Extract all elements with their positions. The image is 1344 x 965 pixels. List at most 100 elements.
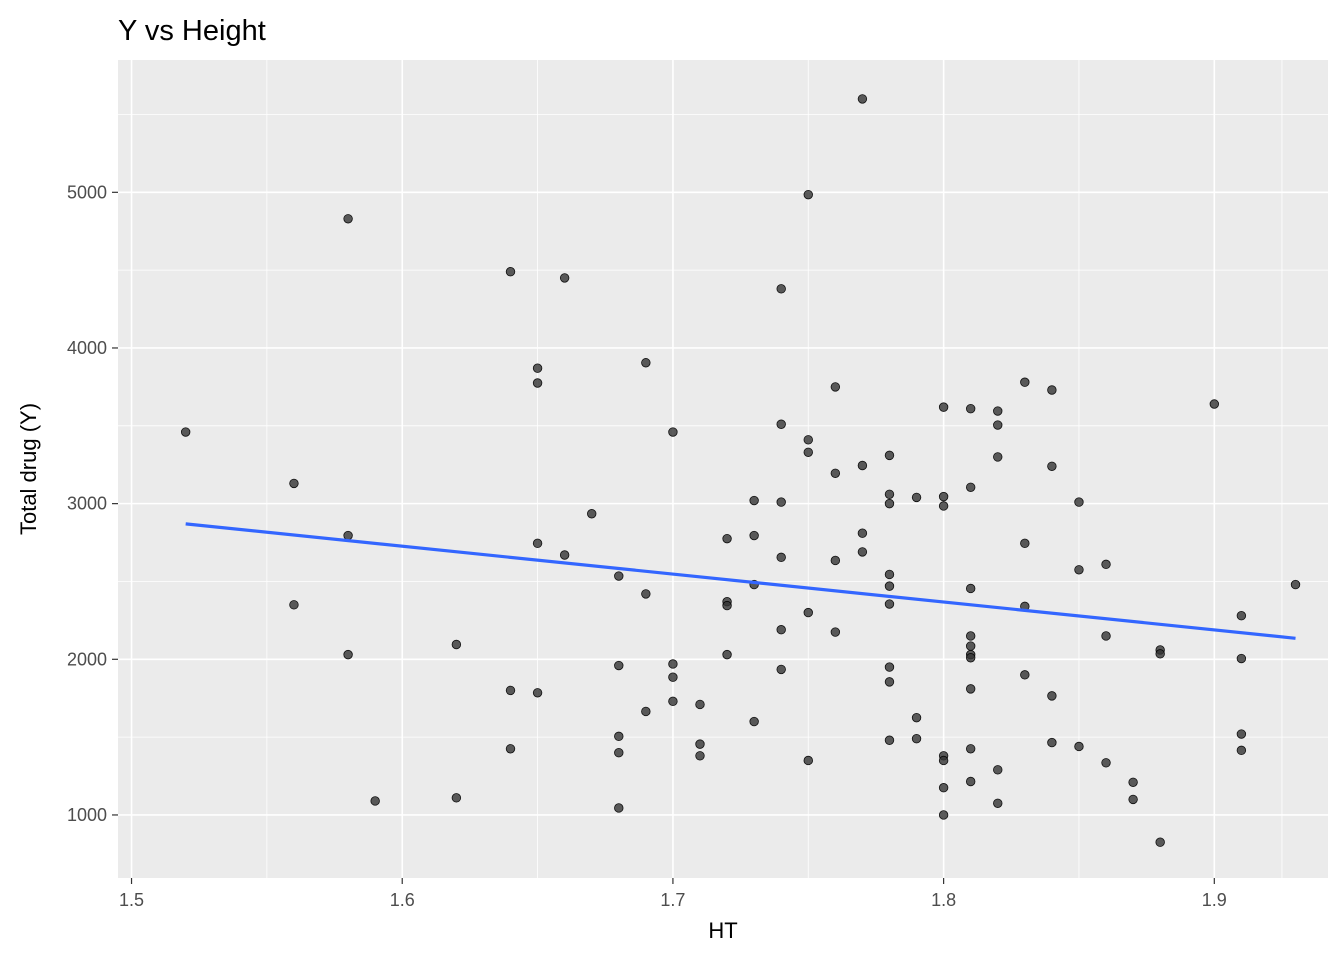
data-point (668, 696, 678, 707)
data-point (559, 273, 570, 283)
data-point (370, 796, 380, 806)
data-point (993, 406, 1003, 416)
data-point (776, 625, 786, 635)
data-point (1101, 758, 1111, 768)
data-point (803, 755, 813, 766)
x-tick-label: 1.6 (390, 890, 415, 910)
x-tick-label: 1.5 (119, 890, 144, 910)
data-point (722, 533, 732, 544)
data-point (505, 685, 516, 696)
y-tick-label: 5000 (67, 182, 107, 202)
data-point (965, 403, 976, 414)
data-point (884, 662, 895, 672)
data-point (559, 550, 570, 560)
data-point (830, 468, 841, 478)
data-points (180, 94, 1301, 847)
data-point (1074, 497, 1084, 507)
data-point (884, 489, 895, 499)
data-point (1155, 649, 1165, 659)
data-point (1155, 837, 1165, 847)
data-point (830, 627, 841, 637)
data-point (1236, 745, 1247, 756)
data-point (1047, 691, 1057, 701)
data-point (1209, 399, 1220, 409)
data-point (776, 664, 786, 675)
data-point (857, 94, 868, 104)
data-point (343, 530, 353, 541)
data-point (1020, 670, 1030, 680)
data-point (749, 716, 759, 727)
data-point (1290, 579, 1301, 590)
data-point (749, 530, 759, 541)
trend-line-layer (185, 522, 1296, 640)
y-tick-label: 4000 (67, 338, 107, 358)
data-point (857, 528, 868, 538)
x-axis: 1.5 1.6 1.7 1.8 1.9 (119, 878, 1227, 910)
y-tick-label: 2000 (67, 649, 107, 669)
data-point (911, 733, 922, 744)
data-point (668, 659, 678, 669)
data-point (911, 492, 922, 503)
data-point (1047, 737, 1057, 748)
data-point (803, 189, 813, 200)
data-point (614, 731, 624, 742)
data-point (614, 571, 624, 581)
y-tick-label: 3000 (67, 494, 107, 514)
x-tick-label: 1.7 (660, 890, 685, 910)
y-tick-label: 1000 (67, 805, 107, 825)
data-point (343, 214, 353, 224)
data-point (776, 419, 786, 429)
data-point (830, 382, 841, 392)
data-point (884, 498, 895, 509)
data-point (641, 589, 651, 599)
data-point (180, 427, 191, 437)
x-axis-title: HT (708, 918, 737, 943)
data-point (451, 639, 462, 650)
data-point (965, 744, 976, 754)
data-point (532, 688, 543, 698)
data-point (587, 509, 597, 519)
data-point (505, 744, 516, 754)
data-point (451, 793, 462, 803)
data-point (803, 435, 813, 445)
data-point (938, 501, 949, 511)
data-point (803, 447, 813, 457)
data-point (993, 765, 1003, 775)
data-point (993, 452, 1003, 462)
data-point (614, 747, 624, 758)
data-point (1128, 777, 1138, 787)
plot-panel (118, 60, 1328, 878)
data-point (911, 712, 922, 723)
x-tick-label: 1.8 (931, 890, 956, 910)
data-point (641, 706, 651, 717)
data-point (722, 649, 732, 660)
data-point (1074, 565, 1084, 575)
data-point (695, 751, 705, 761)
chart-title: Y vs Height (118, 15, 266, 47)
data-point (289, 600, 299, 610)
data-point (668, 672, 678, 682)
data-point (884, 599, 895, 609)
data-point (1128, 794, 1138, 805)
data-point (1236, 653, 1247, 664)
data-point (532, 538, 543, 549)
data-point (965, 653, 976, 663)
data-point (1047, 385, 1057, 395)
data-point (695, 699, 705, 710)
data-point (614, 660, 624, 671)
data-point (532, 363, 543, 373)
data-point (1236, 611, 1247, 621)
data-point (1101, 559, 1111, 570)
data-point (1236, 729, 1247, 739)
data-point (776, 552, 786, 563)
data-point (614, 803, 624, 813)
data-point (993, 798, 1003, 808)
data-point (938, 810, 949, 820)
data-point (857, 460, 868, 471)
data-point (884, 569, 895, 580)
data-point (1020, 538, 1030, 549)
x-tick-label: 1.9 (1202, 890, 1227, 910)
data-point (695, 739, 705, 749)
